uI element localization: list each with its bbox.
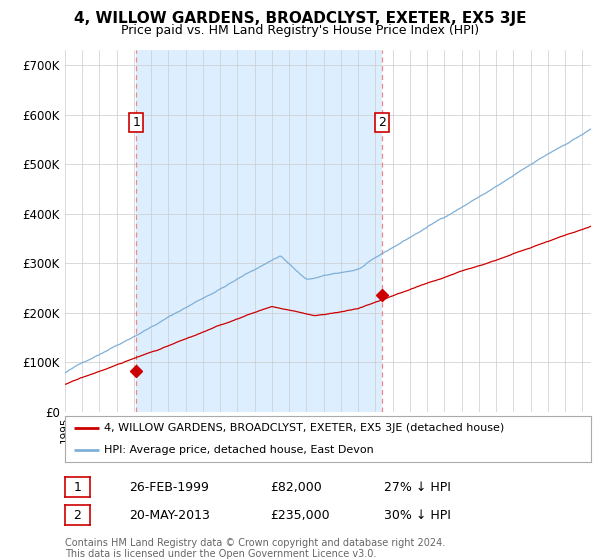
Text: 2: 2 <box>73 508 82 522</box>
Text: 2: 2 <box>378 116 386 129</box>
Text: Contains HM Land Registry data © Crown copyright and database right 2024.
This d: Contains HM Land Registry data © Crown c… <box>65 538 445 559</box>
Text: 30% ↓ HPI: 30% ↓ HPI <box>384 508 451 522</box>
Text: 26-FEB-1999: 26-FEB-1999 <box>129 480 209 494</box>
Text: Price paid vs. HM Land Registry's House Price Index (HPI): Price paid vs. HM Land Registry's House … <box>121 24 479 37</box>
Text: 4, WILLOW GARDENS, BROADCLYST, EXETER, EX5 3JE: 4, WILLOW GARDENS, BROADCLYST, EXETER, E… <box>74 11 526 26</box>
Text: HPI: Average price, detached house, East Devon: HPI: Average price, detached house, East… <box>104 445 374 455</box>
Bar <box>136 50 382 412</box>
Text: £82,000: £82,000 <box>270 480 322 494</box>
Text: 20-MAY-2013: 20-MAY-2013 <box>129 508 210 522</box>
Text: 4, WILLOW GARDENS, BROADCLYST, EXETER, EX5 3JE (detached house): 4, WILLOW GARDENS, BROADCLYST, EXETER, E… <box>104 423 505 433</box>
Text: 1: 1 <box>73 480 82 494</box>
Text: 1: 1 <box>133 116 140 129</box>
Text: £235,000: £235,000 <box>270 508 329 522</box>
Text: 27% ↓ HPI: 27% ↓ HPI <box>384 480 451 494</box>
